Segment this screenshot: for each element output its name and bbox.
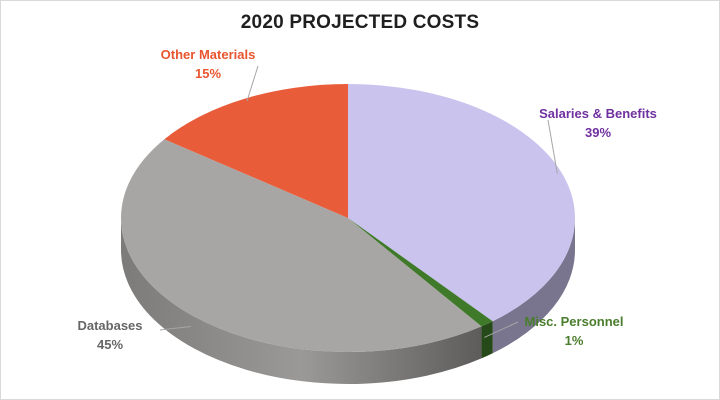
leader-line-misc-personnel xyxy=(484,321,519,338)
slice-label-other-materials: Other Materials xyxy=(161,47,256,62)
pie-sides xyxy=(120,218,575,384)
pie-side-databases xyxy=(120,218,482,384)
pie-slice-other-materials xyxy=(164,84,348,218)
pie-labels: Salaries & Benefits 39% Misc. Personnel 1% D… xyxy=(77,47,656,352)
pie-top xyxy=(121,84,575,352)
leader-line-databases xyxy=(159,326,191,331)
leader-line-salaries-benefits xyxy=(547,119,558,174)
pie-slice-salaries-benefits xyxy=(348,84,575,322)
pie-side-misc-personnel xyxy=(481,321,493,359)
pie-side-salaries-benefits xyxy=(492,218,575,354)
slice-label-misc-personnel: Misc. Personnel xyxy=(525,314,624,329)
leader-line-other-materials xyxy=(246,65,259,102)
slice-value-misc-personnel: 1% xyxy=(565,333,584,348)
slice-value-databases: 45% xyxy=(97,337,123,352)
pie-slice-misc-personnel xyxy=(348,218,493,327)
pie-slice-databases xyxy=(121,139,482,352)
chart-title: 2020 PROJECTED COSTS xyxy=(240,12,480,33)
slice-value-salaries-benefits: 39% xyxy=(585,125,611,140)
slice-label-databases: Databases xyxy=(77,318,142,333)
slice-label-salaries-benefits: Salaries & Benefits xyxy=(539,106,657,121)
slice-value-other-materials: 15% xyxy=(195,66,221,81)
